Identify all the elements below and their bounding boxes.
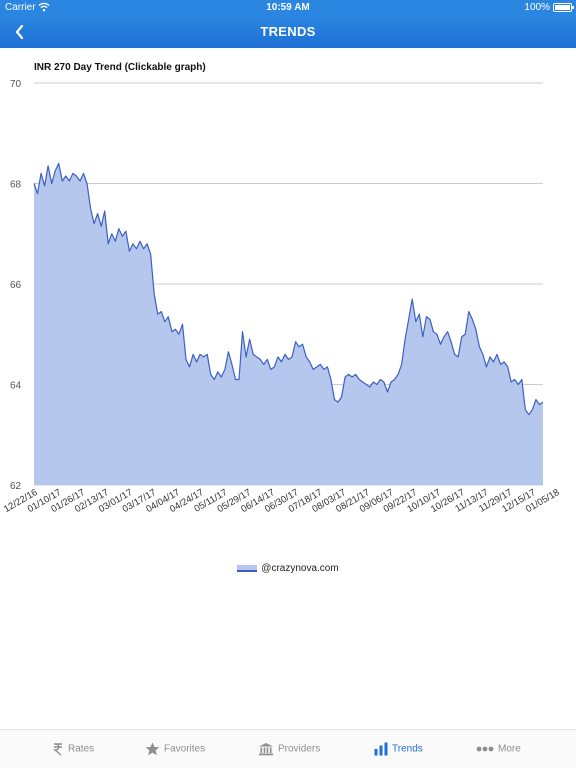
trend-chart[interactable]: 626466687012/22/1601/10/1701/26/1702/13/… <box>0 48 576 558</box>
battery-percentage: 100% <box>524 2 550 13</box>
carrier-label: Carrier <box>5 2 36 13</box>
y-tick-label: 70 <box>10 79 22 90</box>
chevron-left-icon[interactable] <box>8 20 32 44</box>
y-tick-label: 66 <box>10 280 22 291</box>
battery-icon <box>553 3 574 12</box>
tab-providers[interactable]: Providers <box>258 742 320 758</box>
tab-rates[interactable]: Rates <box>52 742 94 758</box>
status-time: 10:59 AM <box>266 2 310 13</box>
tab-favorites-label: Favorites <box>164 743 206 755</box>
y-tick-label: 62 <box>10 481 22 492</box>
chart-legend: @crazynova.com <box>0 563 576 574</box>
trend-line <box>33 162 544 416</box>
navigation-bar: TRENDS <box>0 16 576 48</box>
rupee-icon <box>53 743 62 756</box>
legend-swatch <box>237 564 258 572</box>
tab-trends-label: Trends <box>392 743 423 755</box>
tab-more[interactable]: More <box>476 742 521 758</box>
bar-chart-icon <box>374 742 388 756</box>
tab-bar: Rates Favorites Providers Trends More <box>0 729 576 768</box>
page-title: TRENDS <box>260 24 316 39</box>
wifi-icon <box>38 2 50 12</box>
y-tick-label: 68 <box>10 180 22 191</box>
status-bar: Carrier 10:59 AM 100% <box>0 0 576 16</box>
tab-more-label: More <box>498 743 521 755</box>
star-icon <box>145 742 160 756</box>
tab-trends[interactable]: Trends <box>374 742 423 758</box>
tab-providers-label: Providers <box>278 743 321 755</box>
tab-rates-label: Rates <box>68 743 95 755</box>
legend-label: @crazynova.com <box>261 563 339 574</box>
chart-title: INR 270 Day Trend (Clickable graph) <box>34 62 206 73</box>
y-tick-label: 64 <box>10 381 22 392</box>
bank-icon <box>259 743 273 756</box>
tab-favorites[interactable]: Favorites <box>145 742 205 758</box>
trend-area <box>34 163 543 485</box>
more-dots-icon <box>476 746 494 752</box>
